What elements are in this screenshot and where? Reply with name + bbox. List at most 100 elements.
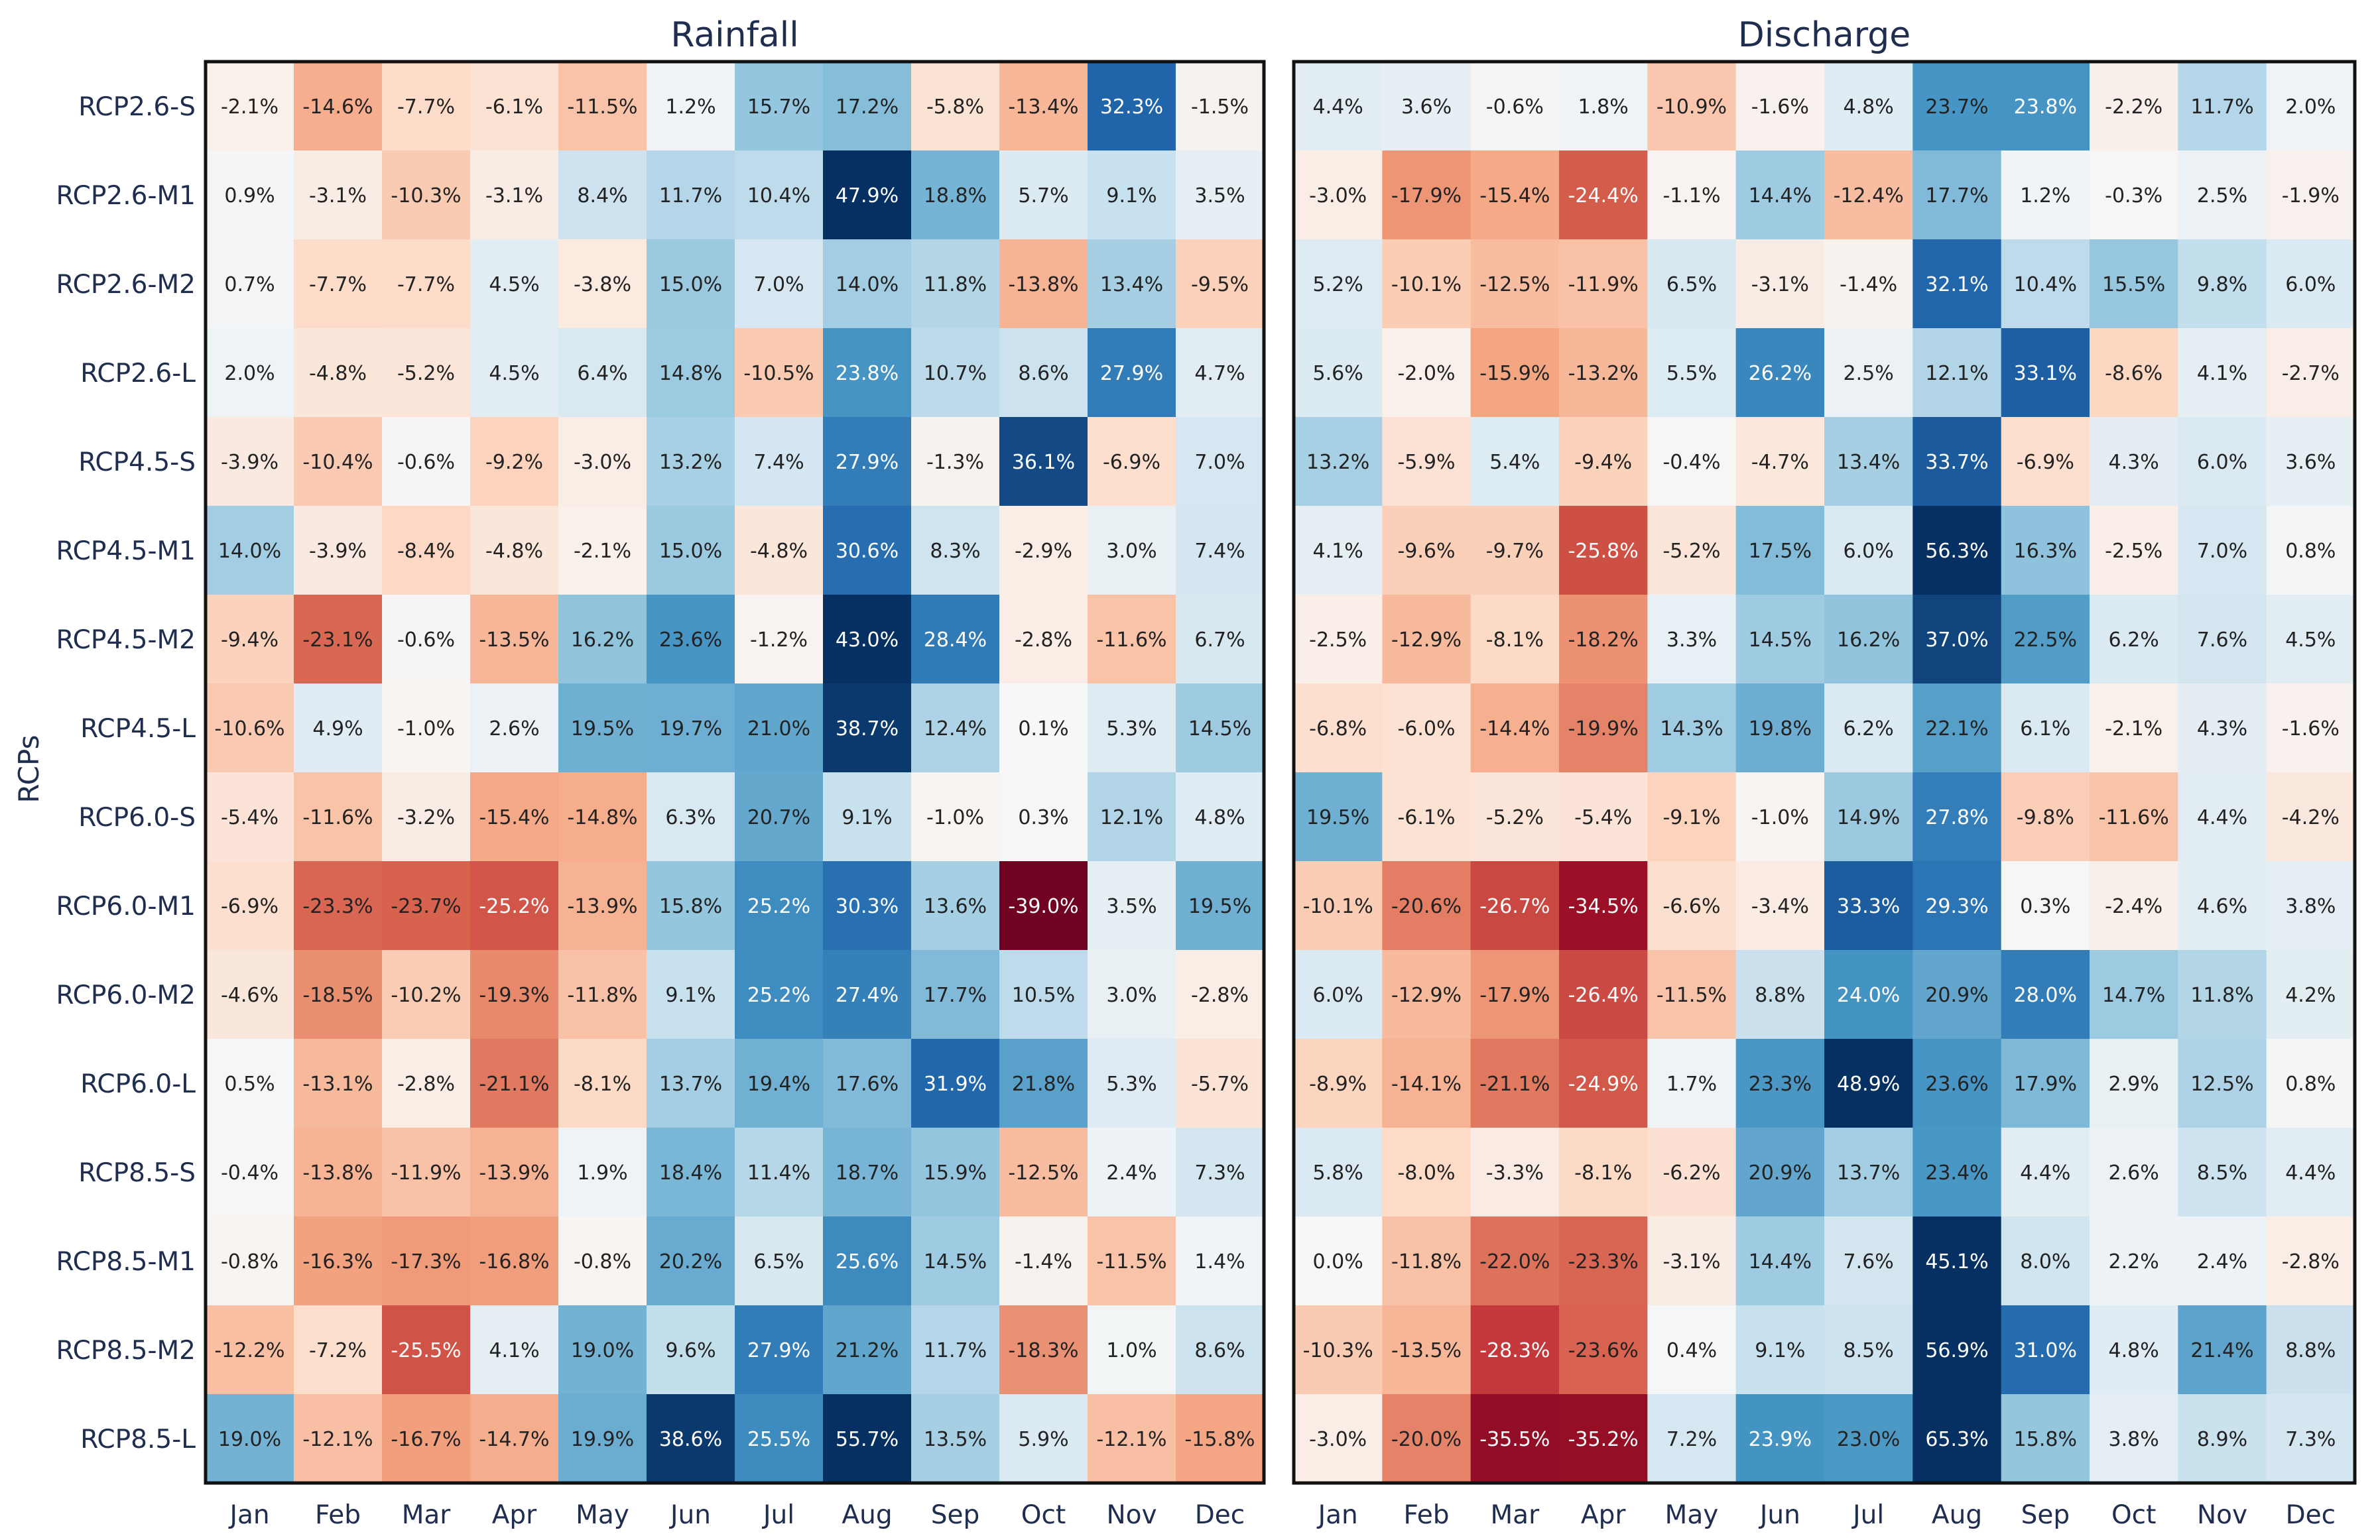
rainfall-cell-value: -4.6% [221, 984, 279, 1007]
discharge-cell-value: -6.2% [1662, 1161, 1720, 1185]
discharge-cell [1735, 239, 1825, 329]
rainfall-cell [206, 62, 294, 151]
discharge-cell [1470, 1305, 1560, 1395]
rainfall-cell [558, 417, 647, 506]
discharge-cell-value: -8.6% [2105, 362, 2162, 385]
discharge-cell-value: 13.7% [1837, 1161, 1900, 1185]
discharge-cell [1647, 417, 1737, 506]
rainfall-cell [382, 1039, 471, 1128]
rainfall-cell-value: -1.0% [397, 717, 455, 740]
rainfall-cell-value: 15.9% [924, 1161, 987, 1185]
discharge-cell-value: -10.1% [1303, 895, 1373, 918]
rainfall-cell-value: -5.8% [926, 95, 984, 119]
discharge-month-label: Nov [2197, 1500, 2247, 1530]
rainfall-cell-value: -3.0% [574, 451, 631, 474]
rainfall-cell [470, 683, 559, 773]
discharge-cell-value: 15.5% [2102, 273, 2165, 296]
discharge-cell-value: -5.2% [1486, 806, 1544, 829]
rainfall-cell [558, 861, 647, 951]
discharge-cell-value: 28.0% [2014, 984, 2077, 1007]
rainfall-cell-value: 11.7% [659, 184, 722, 207]
rainfall-cell [1088, 417, 1176, 506]
rainfall-cell-value: 18.8% [924, 184, 987, 207]
discharge-cell-value: 3.3% [1666, 628, 1717, 652]
discharge-cell-value: 9.1% [1755, 1339, 1805, 1362]
discharge-cell [1470, 950, 1560, 1039]
discharge-cell-value: -10.1% [1391, 273, 1462, 296]
discharge-cell-value: -1.9% [2282, 184, 2340, 207]
discharge-cell [2178, 506, 2267, 595]
discharge-cell [2266, 506, 2355, 595]
discharge-cell-value: 15.8% [2014, 1428, 2077, 1451]
rainfall-cell-value: -4.8% [309, 362, 367, 385]
discharge-cell [2178, 417, 2267, 506]
discharge-cell-value: -4.7% [1751, 451, 1809, 474]
discharge-cell-value: 7.6% [2197, 628, 2247, 652]
discharge-cell-value: -13.5% [1391, 1339, 1462, 1362]
discharge-cell [1735, 506, 1825, 595]
discharge-cell [1559, 150, 1648, 240]
discharge-cell [1470, 417, 1560, 506]
row-label: RCP6.0-M2 [56, 980, 196, 1010]
discharge-cell [1647, 595, 1737, 684]
discharge-cell-value: 23.0% [1837, 1428, 1900, 1451]
rainfall-cell [382, 150, 471, 240]
discharge-cell [1647, 1128, 1737, 1217]
discharge-cell-value: 4.4% [2197, 806, 2247, 829]
rainfall-cell [1088, 62, 1176, 151]
rainfall-cell-value: 43.0% [836, 628, 899, 652]
rainfall-cell [382, 417, 471, 506]
rainfall-cell-value: 3.0% [1106, 540, 1157, 563]
discharge-cell-value: 1.7% [1666, 1073, 1717, 1096]
rainfall-cell [206, 1305, 294, 1395]
discharge-cell-value: -2.5% [1309, 628, 1367, 652]
rainfall-cell-value: 13.7% [659, 1073, 722, 1096]
discharge-cell-value: 12.5% [2190, 1073, 2253, 1096]
rainfall-cell [382, 62, 471, 151]
discharge-cell-value: -28.3% [1479, 1339, 1550, 1362]
rainfall-cell [823, 1039, 912, 1128]
discharge-cell [1294, 328, 1383, 418]
discharge-cell-value: 3.6% [2285, 451, 2336, 474]
rainfall-month-label: Jun [668, 1500, 711, 1530]
discharge-cell-value: 8.5% [2197, 1161, 2247, 1185]
rainfall-cell-value: 10.7% [924, 362, 987, 385]
rainfall-cell-value: 0.7% [224, 273, 275, 296]
discharge-cell [1382, 861, 1472, 951]
rainfall-cell-value: 6.3% [665, 806, 716, 829]
rainfall-cell-value: -13.8% [1008, 273, 1078, 296]
rainfall-cell [1088, 861, 1176, 951]
rainfall-cell-value: 23.6% [659, 628, 722, 652]
discharge-cell [2090, 861, 2178, 951]
discharge-cell [2178, 1394, 2267, 1484]
rainfall-cell [206, 683, 294, 773]
discharge-cell-value: 33.3% [1837, 895, 1900, 918]
rainfall-cell [823, 595, 912, 684]
rainfall-cell-value: 8.3% [930, 540, 980, 563]
rainfall-cell [735, 62, 824, 151]
discharge-cell [1824, 683, 1913, 773]
discharge-cell-value: 6.2% [2109, 628, 2159, 652]
discharge-cell-value: -1.6% [2282, 717, 2340, 740]
rainfall-cell [294, 595, 383, 684]
discharge-cell-value: -0.4% [1662, 451, 1720, 474]
rainfall-cell-value: -16.3% [302, 1250, 373, 1273]
rainfall-cell-value: -39.0% [1008, 895, 1078, 918]
discharge-cell [1294, 417, 1383, 506]
discharge-cell [1647, 62, 1737, 151]
discharge-cell-value: 8.0% [2020, 1250, 2070, 1273]
rainfall-cell-value: -5.2% [397, 362, 455, 385]
rainfall-cell-value: 9.6% [665, 1339, 716, 1362]
discharge-cell [1470, 772, 1560, 862]
discharge-cell-value: 5.5% [1666, 362, 1717, 385]
rainfall-cell [999, 1216, 1088, 1306]
row-label: RCP4.5-S [78, 447, 196, 477]
rainfall-cell-value: -6.9% [221, 895, 279, 918]
rainfall-cell-value: 1.9% [577, 1161, 627, 1185]
rainfall-cell-value: 10.4% [747, 184, 810, 207]
rainfall-cell [823, 506, 912, 595]
rainfall-cell-value: -13.9% [567, 895, 637, 918]
discharge-cell [1470, 1128, 1560, 1217]
rainfall-cell-value: 15.7% [747, 95, 810, 119]
rainfall-cell [1088, 328, 1176, 418]
